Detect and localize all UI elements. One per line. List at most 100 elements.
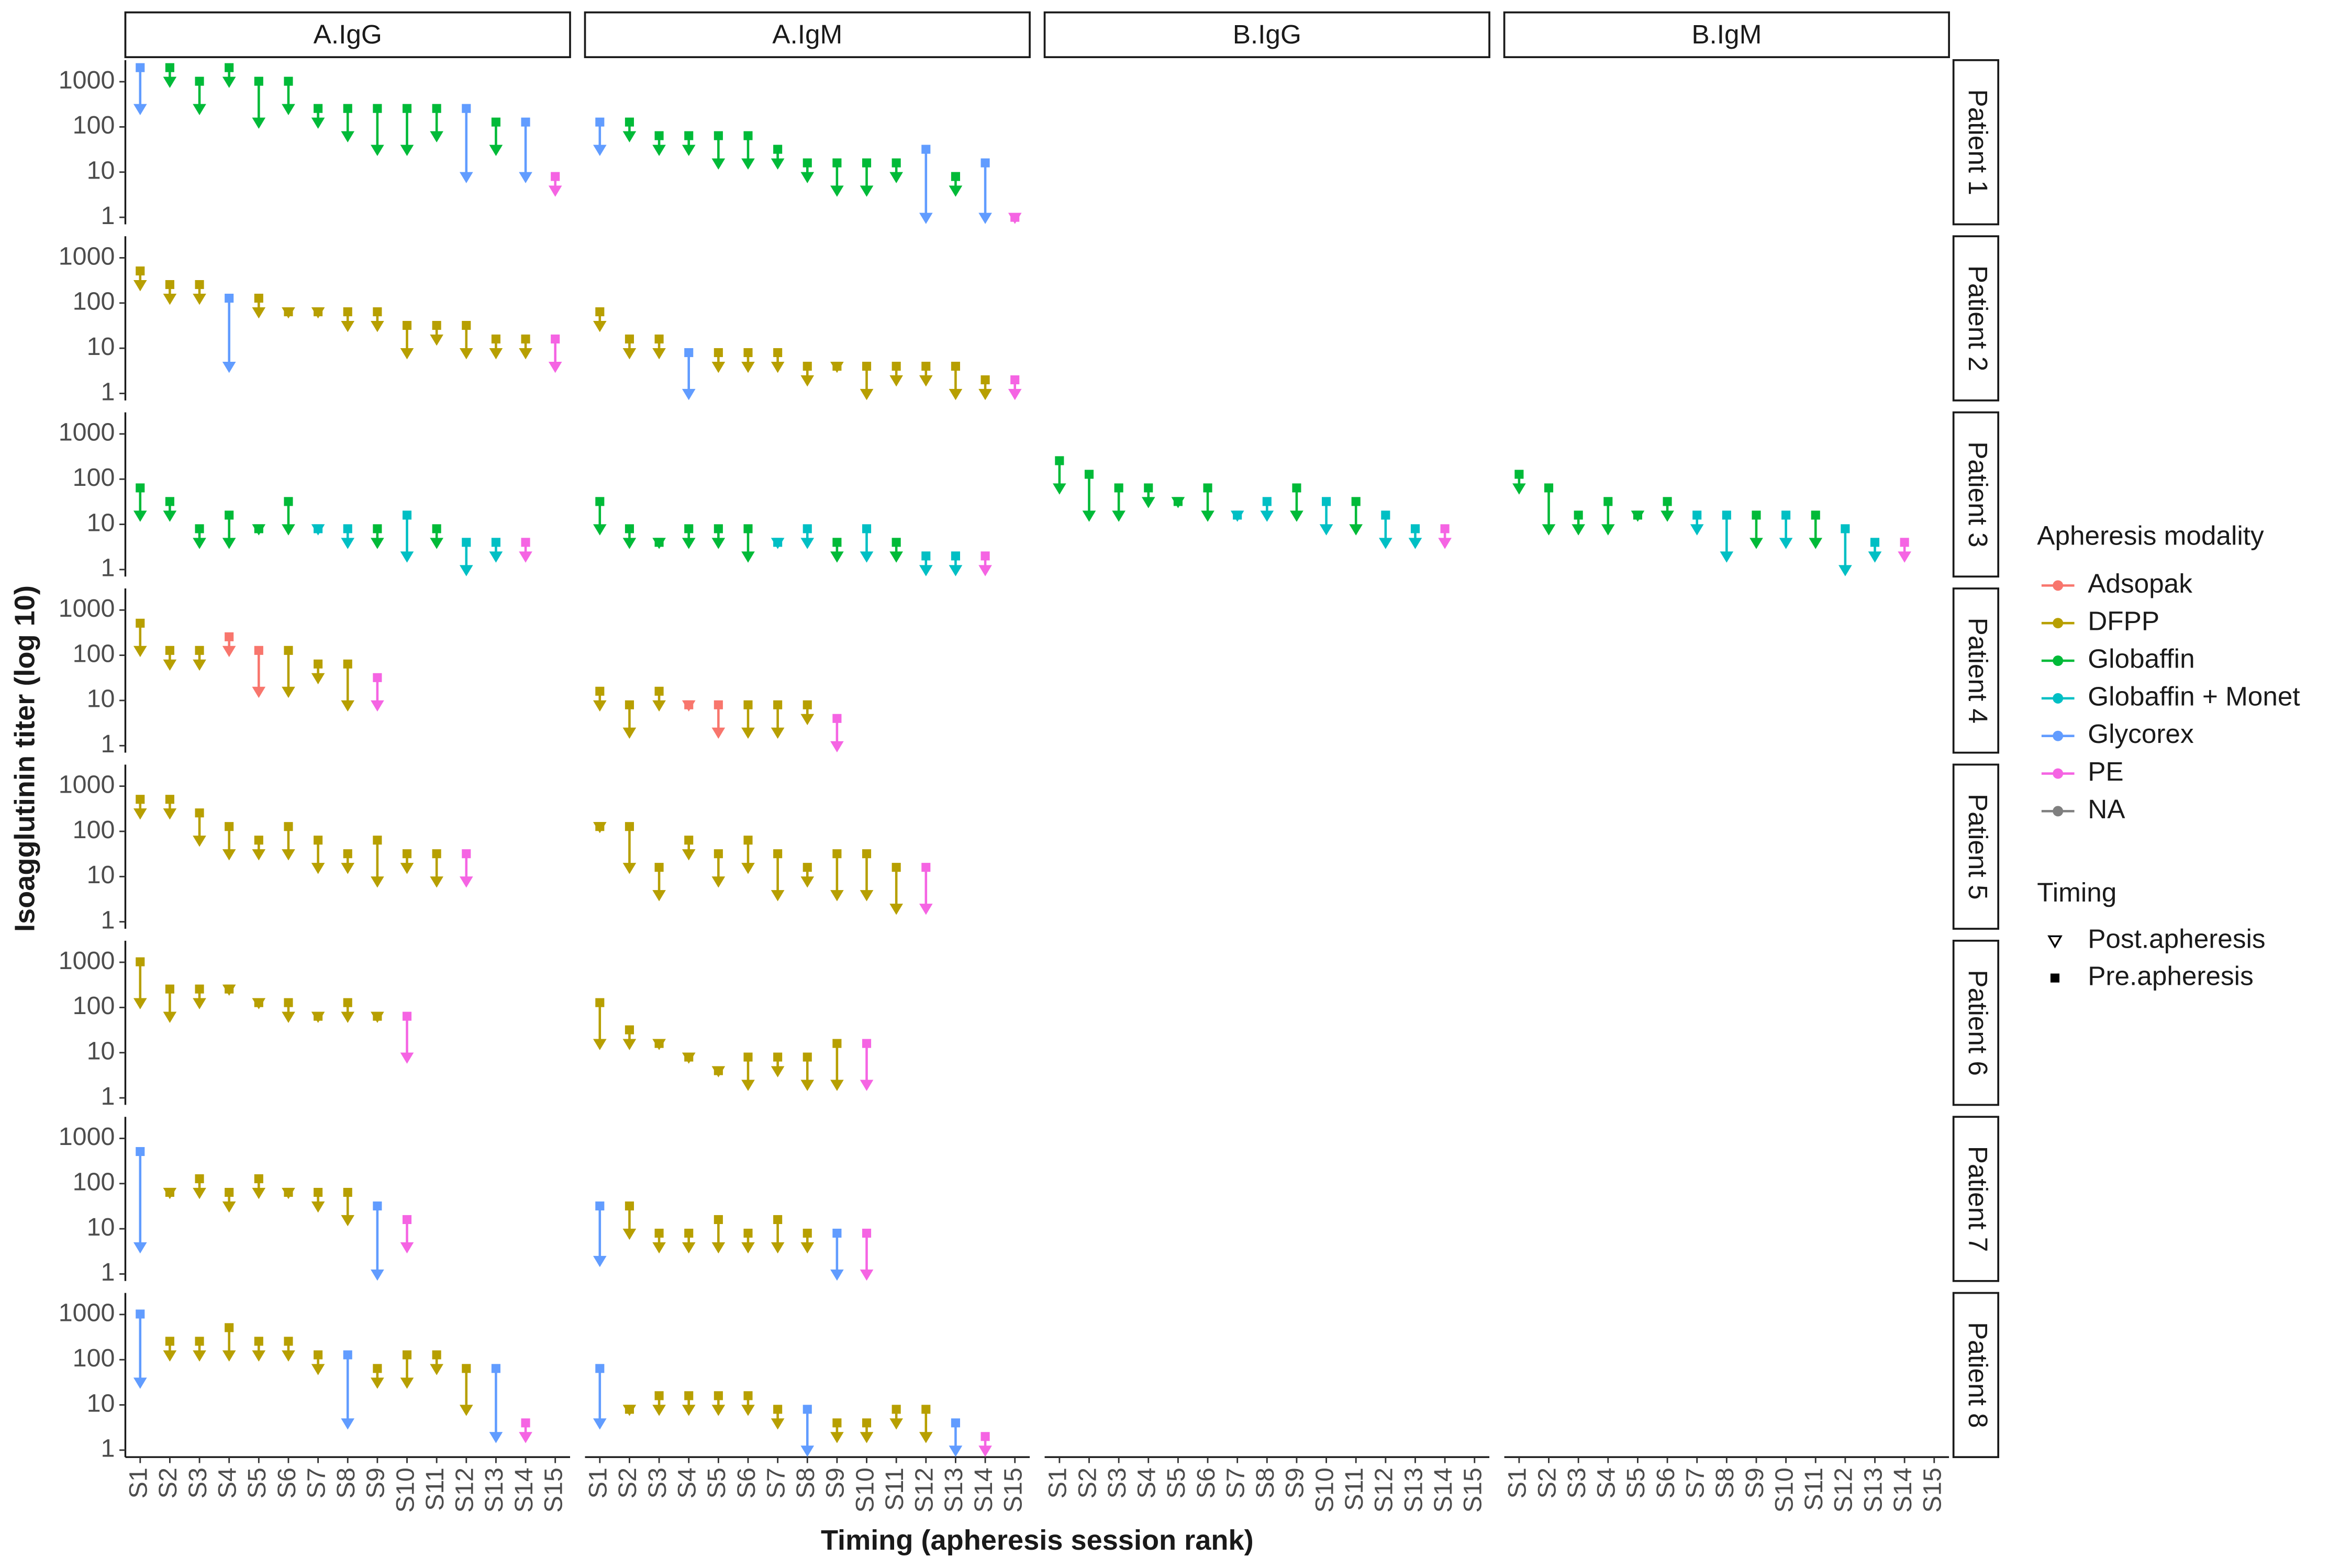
pre-point [1440,524,1450,533]
row-strip-label: Patient 7 [1963,1146,1993,1252]
post-point [860,1269,874,1281]
pre-point [1203,483,1212,493]
column-strip-label: A.IgM [772,19,842,49]
post-point [133,1242,147,1254]
pre-point [402,320,412,330]
pre-point [551,334,560,344]
pre-point [343,1187,352,1197]
pre-point [654,686,664,696]
pre-point [165,1337,174,1346]
post-point [1053,483,1066,495]
post-point [133,998,147,1009]
pre-point [951,172,960,181]
pre-point [743,700,753,709]
pre-point [832,1418,842,1428]
post-point [741,361,755,373]
pre-point [1574,510,1583,520]
post-point [1141,497,1155,508]
y-tick-label: 10 [87,685,115,713]
pre-point [491,538,500,547]
pre-point [491,334,500,344]
legend-key-dot [2053,580,2064,591]
post-point [519,348,532,360]
post-point [711,1242,726,1254]
post-point [978,388,992,401]
post-point [282,849,295,861]
pre-point [714,348,723,358]
post-point [133,510,147,522]
post-point [711,1066,726,1077]
y-tick-label: 10 [87,508,115,537]
post-point [1319,524,1333,536]
post-point [1838,565,1852,576]
y-tick-label: 1 [101,202,115,230]
y-tick-label: 100 [73,287,115,316]
pre-point [1663,497,1672,506]
post-point [1720,551,1734,563]
pre-point [195,646,204,655]
post-point [949,185,963,197]
post-point [222,984,236,996]
post-point [1868,551,1882,563]
post-point [371,1011,384,1023]
post-point [860,185,874,197]
pre-point [254,76,263,86]
post-point [1601,524,1615,536]
post-point [860,890,874,902]
pre-point [402,1350,412,1360]
post-point [459,172,473,183]
post-point [282,1350,295,1362]
pre-point [1752,510,1761,520]
post-point [711,876,726,888]
pre-point [1811,510,1820,520]
y-tick-label: 100 [73,1344,115,1372]
pre-point [432,104,441,113]
post-point [400,863,414,874]
post-point [282,104,295,115]
pre-point [862,524,872,533]
pre-point [684,836,694,845]
post-point [163,1187,177,1199]
post-point [193,1350,206,1362]
post-point [741,551,755,563]
row-strip [1952,1292,2000,1459]
post-point [519,172,532,183]
pre-point [1692,510,1702,520]
x-tick-label: S2 [614,1467,642,1498]
row-strip-label: Patient 2 [1963,265,1993,371]
y-axis-title: Isoagglutinin titer (log 10) [9,585,41,932]
pre-point [803,863,812,872]
x-tick-label: S11 [421,1467,449,1511]
post-point [193,998,206,1009]
pre-point [951,1418,960,1428]
post-point [622,348,637,360]
post-point [652,1242,666,1254]
x-tick-label: S3 [1563,1467,1591,1498]
post-point [800,876,815,888]
pre-point [165,984,174,994]
post-point [682,1052,696,1064]
pre-point [921,863,931,872]
x-tick-label: S15 [1919,1467,1947,1513]
post-point [830,890,844,902]
x-tick-label: S2 [1533,1467,1561,1498]
pre-point [892,361,901,371]
pre-point [743,1228,753,1238]
post-point [622,1228,637,1240]
pre-point [832,849,842,859]
post-point [593,1418,607,1430]
x-tick-label: S13 [480,1467,508,1513]
pre-point [803,524,812,533]
pre-point [343,524,352,533]
x-tick-label: S14 [510,1467,538,1513]
post-point [771,727,785,739]
pre-point [1781,510,1791,520]
post-point [682,849,696,861]
post-point [311,863,325,874]
post-point [741,727,755,739]
row-strip-label: Patient 6 [1963,970,1993,1075]
post-point [919,904,933,915]
post-point [459,565,473,576]
pre-point [980,375,990,385]
pre-point [432,524,441,533]
